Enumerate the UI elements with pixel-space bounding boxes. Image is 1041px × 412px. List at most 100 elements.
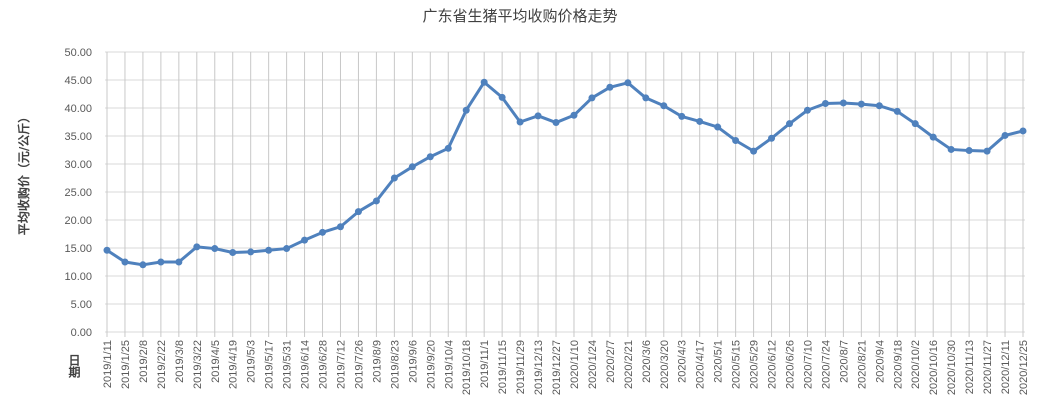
data-point <box>786 120 794 128</box>
data-point <box>175 258 183 266</box>
data-point <box>354 208 362 216</box>
y-tick-label: 20.00 <box>64 215 92 227</box>
x-tick-label: 2020/8/21 <box>856 340 868 389</box>
y-axis-label: 平均收购价（元/公斤） <box>16 111 31 235</box>
data-point <box>983 147 991 155</box>
x-tick-label: 2019/8/9 <box>371 340 383 383</box>
x-axis-ticks: 2019/1/11 2019/1/25 2019/2/8 2019/2/22 2019/… <box>102 340 1030 395</box>
x-tick-label: 2019/9/6 <box>407 340 419 383</box>
x-tick-label: 2020/2/21 <box>623 340 635 389</box>
x-tick-label: 2020/1/24 <box>587 340 599 389</box>
data-point <box>301 236 309 244</box>
x-tick-label: 2019/4/19 <box>228 340 240 389</box>
x-tick-label: 2020/9/4 <box>874 340 886 383</box>
y-tick-label: 50.00 <box>64 47 92 59</box>
data-point <box>911 120 919 128</box>
data-point <box>678 112 686 120</box>
x-tick-label: 2020/2/7 <box>605 340 617 383</box>
data-point <box>839 99 847 107</box>
x-tick-label: 2020/12/25 <box>1018 340 1030 395</box>
data-point <box>211 245 219 253</box>
x-tick-label: 2019/10/4 <box>443 340 455 389</box>
x-tick-label: 2020/3/6 <box>641 340 653 383</box>
x-tick-label: 2020/6/26 <box>785 340 797 389</box>
x-tick-label: 2019/11/1 <box>479 340 491 388</box>
data-point <box>624 79 632 87</box>
data-point <box>821 100 829 108</box>
x-tick-label: 2019/2/8 <box>138 340 150 383</box>
x-tick-label: 2019/1/11 <box>102 340 114 388</box>
x-tick-label: 2020/3/20 <box>659 340 671 389</box>
data-point <box>462 106 470 114</box>
data-point <box>336 223 344 231</box>
data-point <box>319 228 327 236</box>
data-point <box>444 144 452 152</box>
x-tick-label: 2019/3/8 <box>174 340 186 383</box>
x-axis-label: 日期 <box>67 354 81 379</box>
y-tick-label: 30.00 <box>64 159 92 171</box>
series-line <box>103 78 1027 269</box>
data-point <box>570 111 578 119</box>
x-tick-label: 2019/10/18 <box>461 340 473 395</box>
x-tick-label: 2019/1/25 <box>120 340 132 389</box>
x-tick-label: 2019/6/28 <box>318 340 330 389</box>
y-tick-label: 15.00 <box>64 243 92 255</box>
y-tick-label: 35.00 <box>64 131 92 143</box>
x-tick-label: 2020/11/27 <box>982 340 994 394</box>
data-point <box>732 136 740 144</box>
data-point <box>103 246 111 254</box>
data-point <box>588 94 596 102</box>
data-point <box>642 94 650 102</box>
x-tick-label: 2020/7/10 <box>802 340 814 389</box>
x-tick-label: 2019/5/17 <box>264 340 276 389</box>
x-tick-label: 2019/5/3 <box>246 340 258 383</box>
y-tick-label: 45.00 <box>64 75 92 87</box>
data-point <box>803 106 811 114</box>
x-tick-label: 2020/5/29 <box>749 340 761 389</box>
series-path <box>106 80 1024 267</box>
x-tick-label: 2019/7/26 <box>353 340 365 389</box>
x-tick-label: 2020/10/16 <box>928 340 940 395</box>
data-point <box>660 102 668 110</box>
data-point <box>534 112 542 120</box>
x-tick-label: 2020/12/11 <box>1000 340 1012 394</box>
data-point <box>426 153 434 161</box>
data-point <box>857 100 865 108</box>
y-tick-label: 25.00 <box>64 187 92 199</box>
data-point <box>390 174 398 182</box>
y-tick-label: 0.00 <box>71 327 92 339</box>
data-point <box>157 258 165 266</box>
data-point <box>714 123 722 131</box>
data-point <box>606 83 614 91</box>
x-tick-label: 2019/11/29 <box>515 340 527 394</box>
data-point <box>480 78 488 86</box>
y-tick-label: 40.00 <box>64 103 92 115</box>
data-point <box>283 245 291 253</box>
data-point <box>965 147 973 155</box>
x-tick-label: 2019/2/22 <box>156 340 168 389</box>
data-point <box>372 197 380 205</box>
x-tick-label: 2020/4/3 <box>677 340 689 383</box>
data-point <box>1019 127 1027 135</box>
data-point <box>947 145 955 153</box>
x-tick-label: 2020/9/18 <box>892 340 904 389</box>
data-point <box>696 117 704 125</box>
x-tick-label: 2019/12/13 <box>533 340 545 395</box>
data-point <box>408 163 416 171</box>
x-tick-label: 2019/8/23 <box>389 340 401 389</box>
data-point <box>139 261 147 269</box>
x-tick-label: 2019/7/12 <box>335 340 347 389</box>
x-tick-label: 2019/4/5 <box>210 340 222 383</box>
data-point <box>552 119 560 127</box>
x-tick-label: 2019/5/31 <box>282 340 294 389</box>
data-point <box>265 246 273 254</box>
x-tick-label: 2020/4/17 <box>695 340 707 389</box>
x-tick-label: 2019/3/22 <box>192 340 204 389</box>
data-point <box>893 107 901 115</box>
x-tick-label: 2020/8/7 <box>838 340 850 383</box>
data-point <box>929 133 937 141</box>
x-tick-label: 2020/7/24 <box>820 340 832 389</box>
x-tick-label: 2019/9/20 <box>425 340 437 389</box>
x-tick-label: 2020/10/2 <box>910 340 922 389</box>
